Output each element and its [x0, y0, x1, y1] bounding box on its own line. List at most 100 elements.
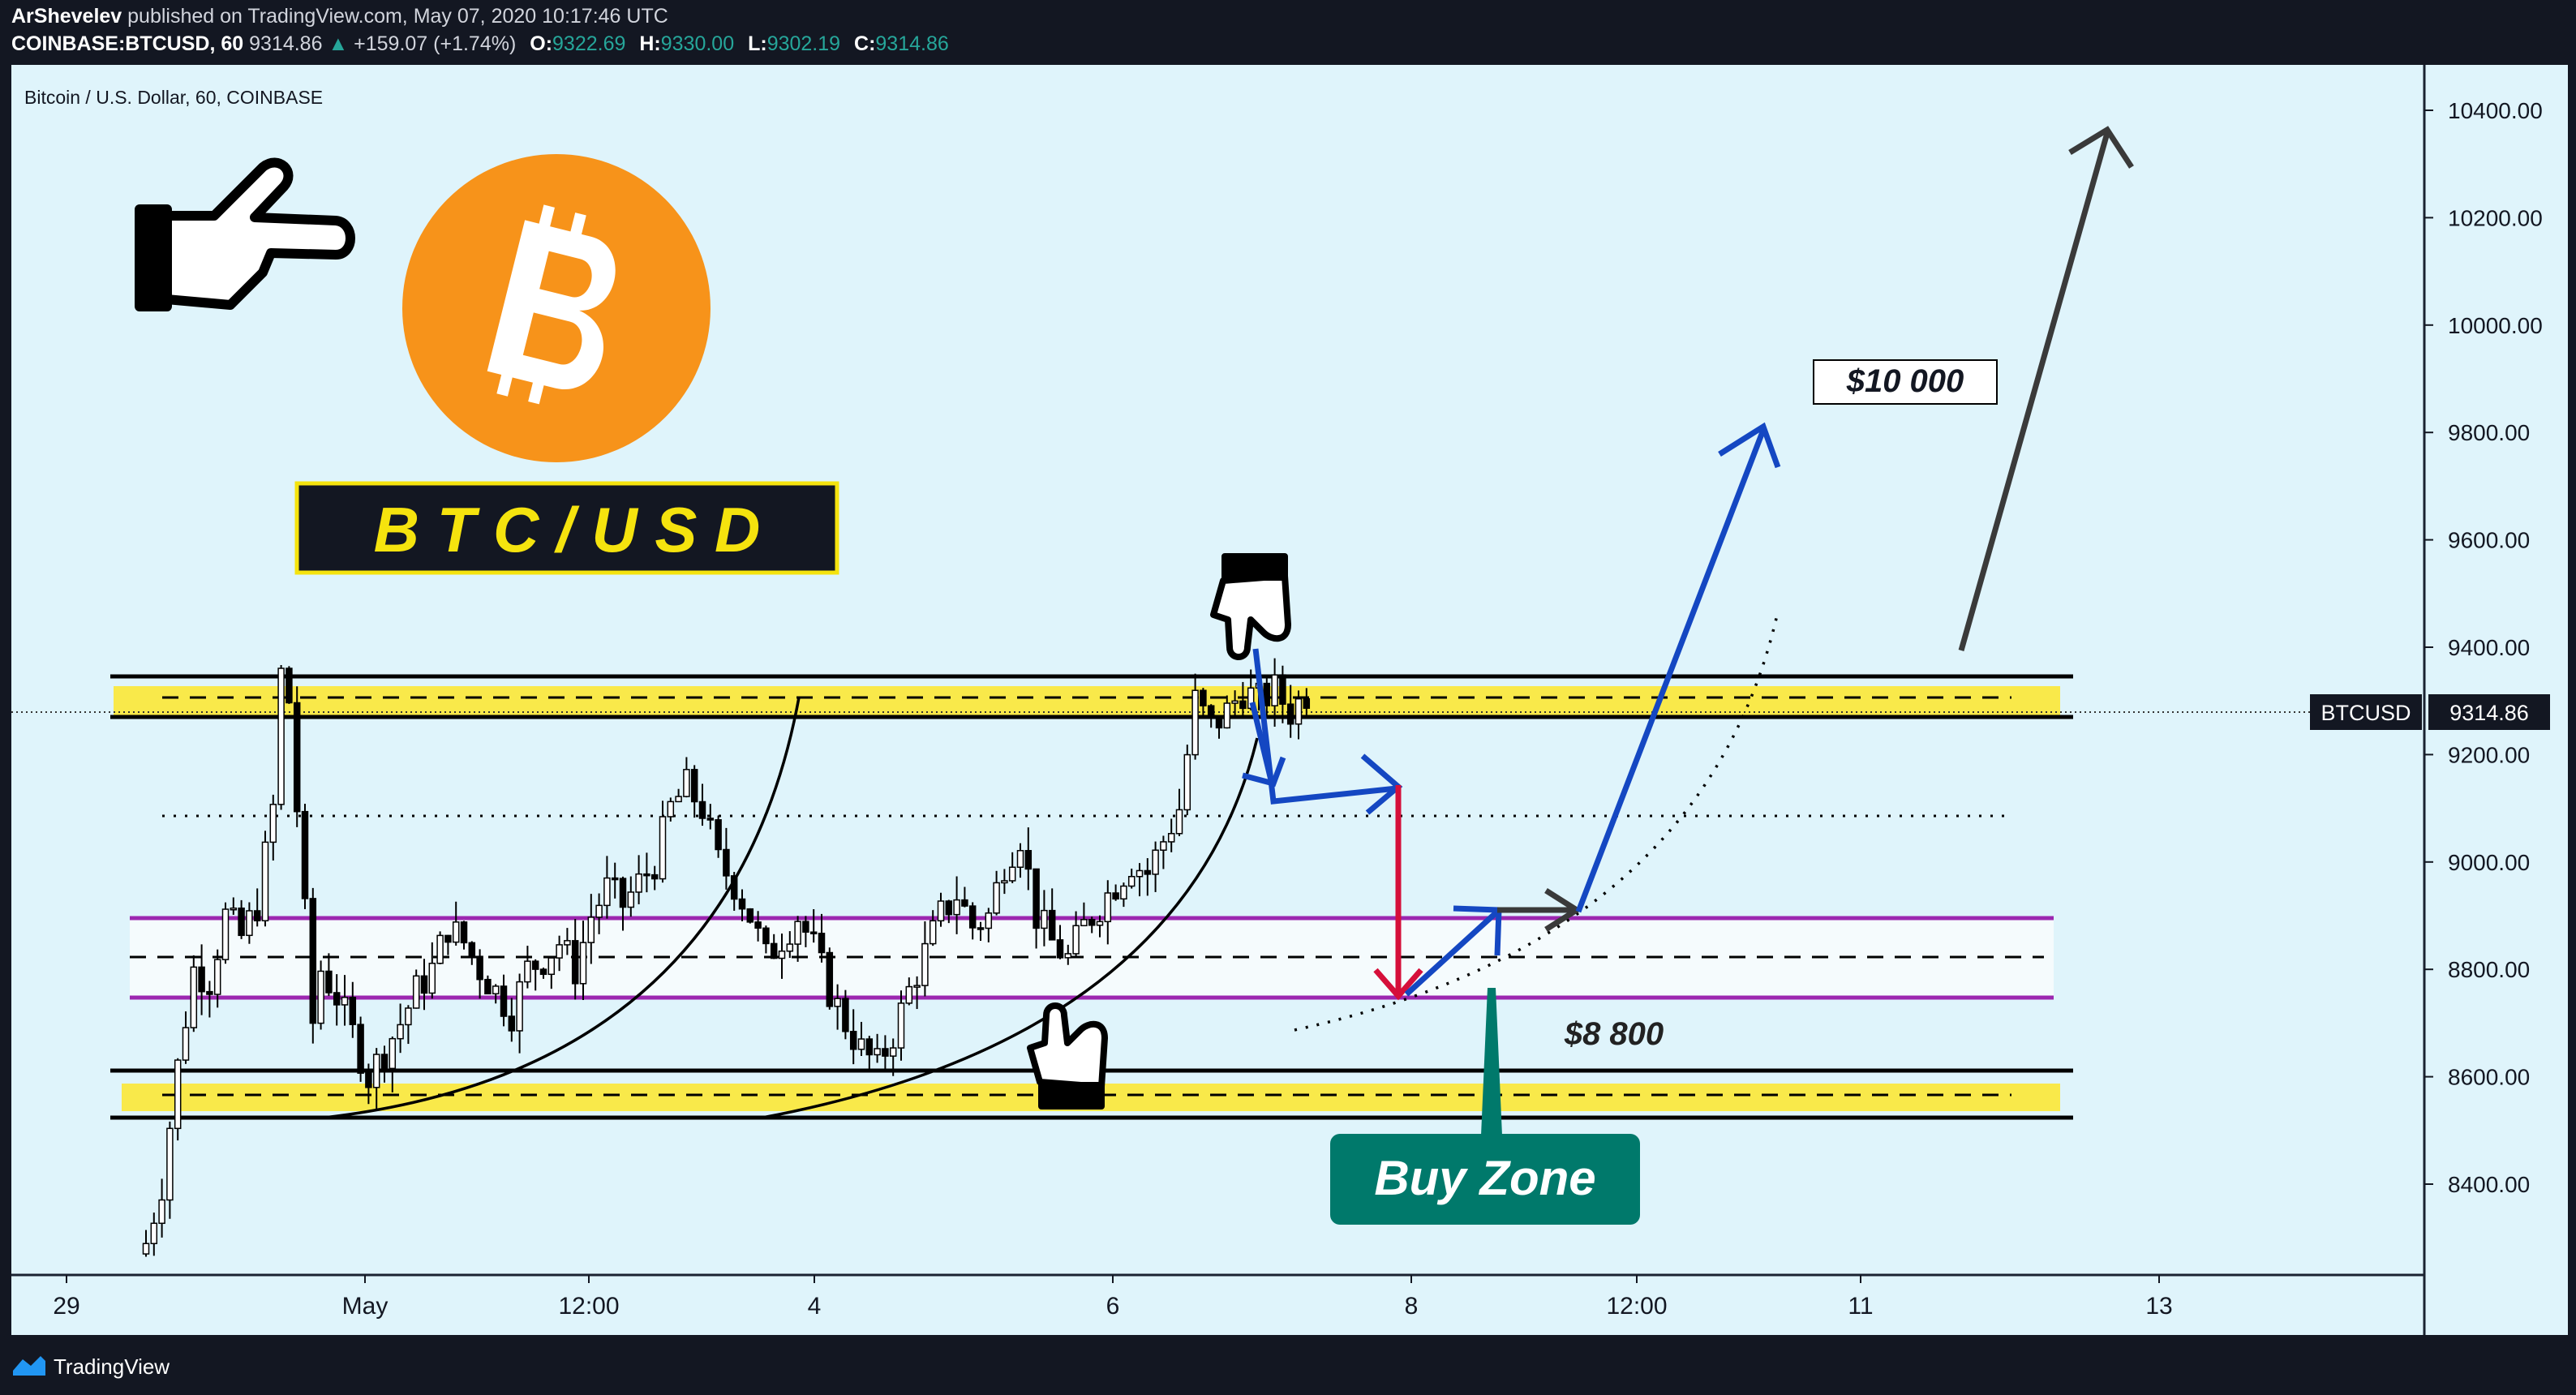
- candle-down: [1056, 939, 1064, 959]
- candle-up: [1041, 909, 1048, 929]
- candle-down: [333, 992, 341, 1006]
- candle-down: [238, 907, 245, 937]
- candle-up: [230, 907, 238, 911]
- time-tick-label: May: [342, 1293, 389, 1320]
- label-8800: $8 800: [1564, 1016, 1664, 1052]
- candle-up: [452, 921, 460, 943]
- candle-up: [564, 940, 571, 946]
- candle-up: [627, 891, 635, 908]
- candle-down: [309, 898, 317, 1024]
- candle-down: [849, 1031, 857, 1050]
- candle-up: [921, 942, 929, 986]
- candle-up: [579, 942, 587, 985]
- candle-down: [1215, 717, 1223, 729]
- candle-up: [1080, 919, 1088, 927]
- candle-up: [142, 1243, 150, 1255]
- pointing-hand-down-icon: [1210, 553, 1291, 660]
- candle-down: [1024, 850, 1033, 870]
- author-name[interactable]: ArShevelev: [11, 5, 122, 28]
- candle-up: [317, 970, 324, 1024]
- blue-arrow-up-2: [1575, 428, 1767, 913]
- candle-up: [269, 804, 277, 843]
- candle-down: [1279, 674, 1286, 705]
- high-label: H:: [639, 32, 661, 55]
- candle-down: [500, 985, 508, 1017]
- candle-down: [198, 966, 205, 993]
- candle-up: [587, 916, 595, 943]
- candle-down: [1088, 919, 1096, 926]
- candle-up: [1175, 809, 1183, 835]
- candle-down: [357, 1024, 364, 1074]
- candle-down: [643, 873, 650, 877]
- footer-bar: TradingView: [0, 1338, 2576, 1395]
- candle-up: [166, 1127, 174, 1201]
- blue-arrow-small: [1249, 702, 1275, 784]
- candle-up: [1136, 869, 1144, 878]
- blue-arrowhead-up-2: [1718, 422, 1781, 469]
- candles-group: [142, 658, 1311, 1257]
- candle-up: [953, 899, 960, 916]
- price-tick-label: 8400.00: [2448, 1172, 2530, 1197]
- dotted-projection-curve: [1294, 611, 1780, 1032]
- candle-down: [961, 899, 968, 907]
- candle-down: [1033, 868, 1040, 929]
- candle-up: [158, 1199, 165, 1225]
- candle-down: [460, 921, 468, 944]
- candle-down: [365, 1072, 372, 1088]
- candle-down: [476, 955, 483, 981]
- candle-up: [524, 960, 531, 983]
- candle-down: [531, 960, 539, 970]
- candle-up: [372, 1054, 380, 1088]
- time-axis[interactable]: 29 May 12:00 4 6 8 12:00 11 13: [53, 1275, 2173, 1320]
- candle-up: [993, 882, 1000, 914]
- footer-brand[interactable]: TradingView: [54, 1354, 170, 1379]
- buy-zone-pointer: [1481, 988, 1502, 1135]
- pair-label-box: [294, 481, 839, 575]
- price-tick-label: 9600.00: [2448, 528, 2530, 553]
- publish-header: ArShevelev published on TradingView.com,…: [0, 0, 2576, 63]
- candle-up: [659, 816, 667, 880]
- candle-down: [770, 942, 778, 959]
- price-tick-label: 8600.00: [2448, 1065, 2530, 1090]
- chart-area[interactable]: Bitcoin / U.S. Dollar, 60, COINBASE $10 …: [0, 63, 2576, 1338]
- pair-label: B T C / U S D: [374, 494, 761, 565]
- chart-canvas[interactable]: Bitcoin / U.S. Dollar, 60, COINBASE $10 …: [0, 63, 2576, 1338]
- tradingview-logo-icon[interactable]: [11, 1353, 47, 1377]
- candle-down: [865, 1038, 874, 1056]
- price-tick-label: 9000.00: [2448, 850, 2530, 875]
- price-axis[interactable]: 8400.00 8600.00 8800.00 9000.00 9200.00 9400.…: [2424, 98, 2543, 1197]
- candle-down: [1303, 698, 1311, 709]
- time-tick-label: 13: [2145, 1293, 2172, 1320]
- candle-up: [857, 1038, 865, 1050]
- candle-up: [1064, 953, 1072, 959]
- candle-down: [715, 819, 722, 851]
- candle-down: [619, 878, 627, 908]
- ohlc-line: COINBASE:BTCUSD, 60 9314.86 ▲ +159.07 (+…: [11, 32, 949, 56]
- candle-down: [882, 1048, 889, 1057]
- candle-up: [985, 912, 993, 929]
- candle-up: [1096, 921, 1104, 926]
- pointing-hand-right-icon: [135, 157, 355, 311]
- candle-up: [897, 1002, 905, 1049]
- candle-up: [1223, 702, 1231, 729]
- blue-arrowhead-small: [1242, 756, 1286, 788]
- label-10000: $10 000: [1846, 363, 1964, 399]
- candle-up: [683, 769, 690, 797]
- candle-down: [293, 702, 301, 813]
- candle-down: [1048, 909, 1056, 941]
- price-tick-label: 8800.00: [2448, 957, 2530, 982]
- time-tick-label: 6: [1106, 1293, 1120, 1320]
- close-value: 9314.86: [875, 32, 949, 55]
- candle-down: [650, 873, 659, 880]
- bitcoin-logo-icon: [402, 154, 711, 462]
- candle-down: [802, 921, 809, 933]
- candle-up: [778, 951, 786, 959]
- open-value: 9322.69: [552, 32, 626, 55]
- candle-down: [945, 900, 953, 916]
- candle-up: [492, 985, 500, 995]
- symbol-line: COINBASE:BTCUSD, 60: [11, 32, 244, 55]
- buy-zone-badge: [1330, 1134, 1640, 1225]
- blue-arrow-up-1: [1404, 909, 1500, 997]
- candle-up: [1183, 753, 1191, 811]
- candle-up: [261, 841, 269, 921]
